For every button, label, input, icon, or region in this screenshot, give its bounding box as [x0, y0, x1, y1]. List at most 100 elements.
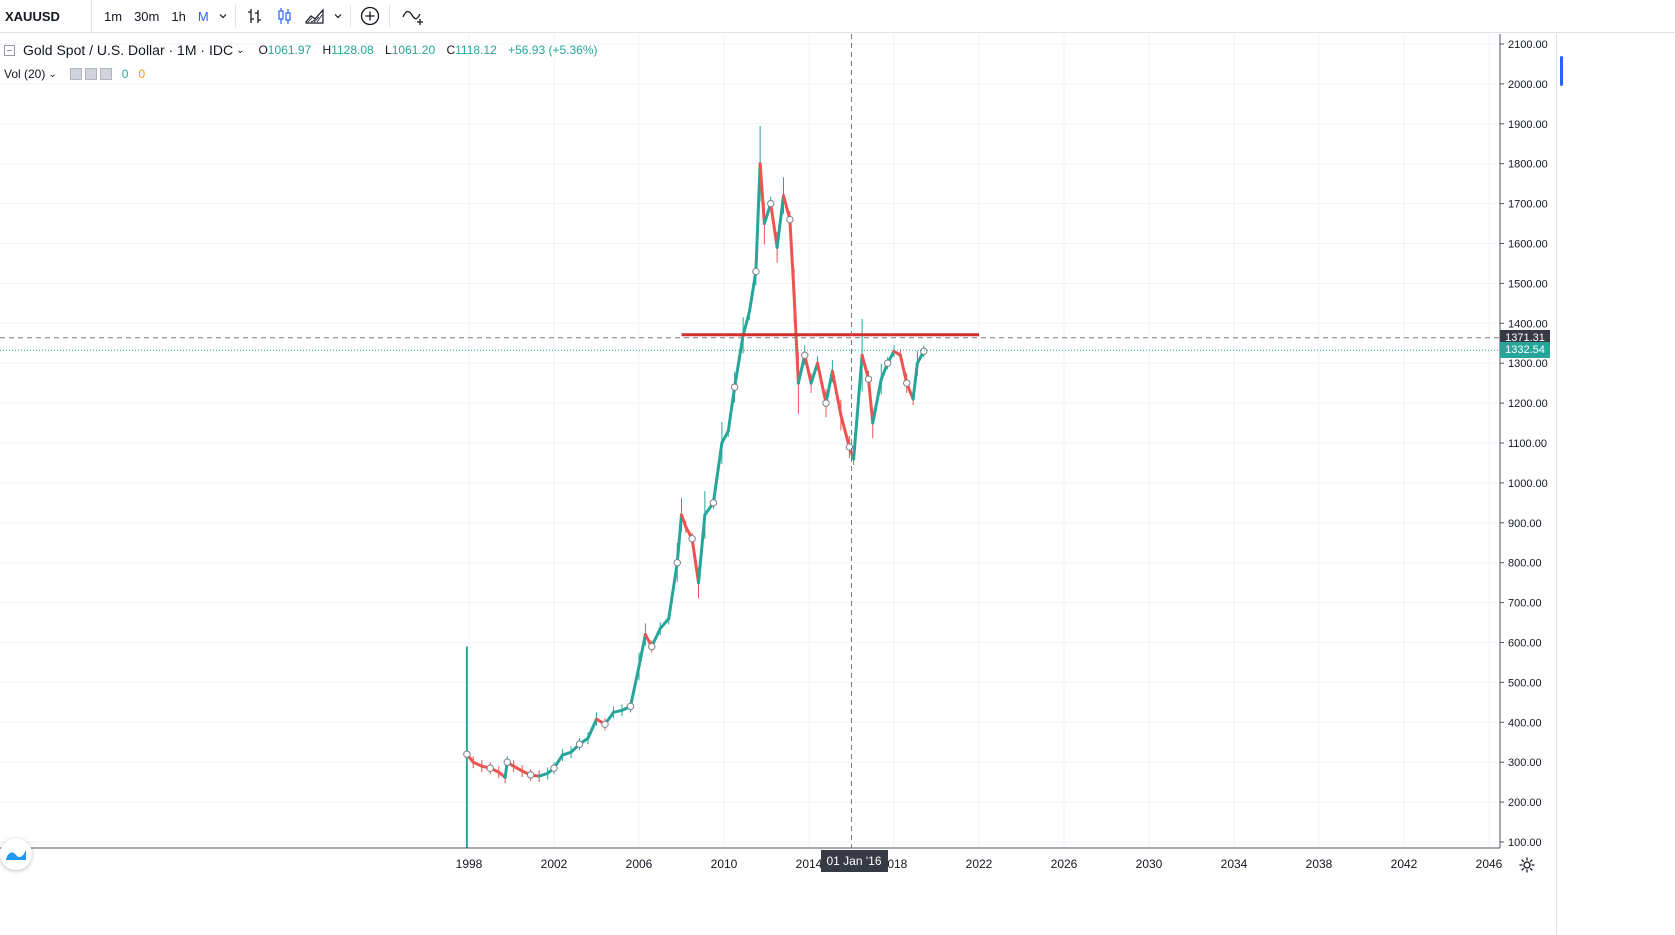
volume-value: 0	[121, 67, 129, 81]
event-marker	[709, 499, 718, 507]
chart-overlays	[0, 34, 1500, 848]
toolbar-divider	[234, 5, 236, 27]
y-tick-label: 100.00	[1508, 837, 1542, 849]
price-segment	[637, 633, 647, 668]
event-marker	[486, 764, 494, 772]
ohlc-values: O1061.97 H1128.08 L1061.20 C1118.12 +56.…	[258, 43, 597, 57]
event-marker	[730, 383, 739, 391]
y-tick-label: 900.00	[1508, 518, 1542, 530]
candles-icon[interactable]	[270, 0, 300, 33]
event-marker	[920, 347, 928, 355]
tradingview-logo-icon[interactable]	[0, 838, 32, 870]
indicators-icon[interactable]	[394, 0, 434, 33]
last-price-tag: 1332.54	[1500, 342, 1550, 359]
price-chart[interactable]: 100.00 200.00 300.00 400.00 500.00 600.00 700.…	[0, 34, 1556, 935]
series-caret-icon[interactable]: ⌄	[236, 44, 245, 56]
toolbar-divider	[388, 5, 390, 27]
toolbar-divider	[349, 5, 351, 27]
close-label: C	[446, 43, 456, 57]
y-tick-label: 2000.00	[1508, 79, 1548, 91]
x-tick-label: 2030	[1136, 857, 1163, 871]
volume-label[interactable]: Vol (20)	[4, 67, 46, 81]
x-tick-label: 2038	[1306, 857, 1333, 871]
x-tick-label: 2002	[541, 857, 568, 871]
y-tick-label: 1200.00	[1508, 398, 1548, 410]
price-segment	[796, 353, 807, 385]
price-segment	[871, 377, 883, 425]
x-tick-label: 2034	[1221, 857, 1248, 871]
right-sidebar[interactable]	[1556, 34, 1576, 935]
y-tick-label: 1300.00	[1508, 358, 1548, 370]
price-segment	[803, 353, 813, 385]
interval-caret-icon[interactable]	[215, 0, 231, 33]
add-compare-icon[interactable]	[355, 0, 385, 33]
open-label: O	[258, 43, 268, 57]
price-segment	[852, 353, 864, 461]
volume-legend: Vol (20) ⌄ 0 0	[4, 67, 145, 81]
price-segment	[824, 369, 834, 405]
low-label: L	[385, 43, 392, 57]
event-marker	[526, 771, 535, 779]
y-tick-label: 200.00	[1508, 797, 1542, 809]
x-tick-label: 1998	[456, 857, 483, 871]
event-marker	[673, 559, 681, 567]
eye-icon[interactable]	[69, 68, 82, 80]
y-tick-label: 700.00	[1508, 598, 1542, 610]
y-tick-label: 400.00	[1508, 717, 1542, 729]
y-tick-label: 1800.00	[1508, 159, 1548, 171]
chart-type-caret-icon[interactable]	[330, 0, 346, 33]
price-segment	[629, 664, 641, 708]
x-tick-label: 2026	[1051, 857, 1078, 871]
settings-icon[interactable]	[84, 68, 97, 80]
price-segment	[898, 353, 909, 385]
price-segment	[839, 413, 851, 449]
price-segment	[658, 617, 671, 631]
price-segment	[748, 269, 758, 313]
series-title[interactable]: Gold Spot / U.S. Dollar · 1M · IDC	[23, 42, 234, 58]
area-chart-icon[interactable]	[300, 0, 330, 33]
volume-caret-icon[interactable]: ⌄	[48, 68, 57, 80]
collapse-legend-icon[interactable]	[4, 44, 15, 56]
y-tick-label: 1900.00	[1508, 119, 1548, 131]
y-tick-label: 2100.00	[1508, 39, 1548, 51]
price-segment	[711, 441, 724, 505]
close-icon[interactable]	[99, 68, 112, 80]
gear-icon[interactable]	[1516, 854, 1538, 876]
price-segment	[788, 218, 796, 297]
change-value: +56.93 (+5.36%)	[508, 43, 598, 57]
price-segment	[733, 333, 745, 389]
interval-30m-button[interactable]: 30m	[134, 8, 160, 24]
price-segment	[775, 194, 785, 249]
price-segment	[471, 760, 484, 768]
price-segment	[782, 194, 792, 222]
price-segment	[911, 361, 919, 401]
x-tick-label: 2010	[711, 857, 738, 871]
event-marker	[601, 720, 609, 728]
chart-pane[interactable]: 100.00 200.00 300.00 400.00 500.00 600.00 700.…	[0, 34, 1675, 935]
price-segment	[680, 513, 688, 529]
price-segment	[726, 385, 737, 433]
y-tick-label: 1400.00	[1508, 318, 1548, 330]
event-marker	[786, 215, 794, 224]
price-segment	[830, 369, 843, 417]
price-segment	[769, 202, 779, 249]
grid-lines	[0, 34, 1500, 848]
x-tick-label: 2022	[966, 857, 993, 871]
y-tick-label: 1500.00	[1508, 278, 1548, 290]
price-segment	[675, 513, 683, 565]
high-label: H	[322, 43, 332, 57]
y-tick-label: 600.00	[1508, 638, 1542, 650]
price-segment	[860, 353, 870, 381]
bar-chart-icon[interactable]	[240, 0, 270, 33]
event-marker	[626, 702, 635, 711]
interval-1h-button[interactable]: 1h	[171, 8, 186, 24]
low-value: 1061.20	[391, 43, 436, 57]
interval-month-button[interactable]: M	[197, 8, 209, 24]
interval-1m-button[interactable]: 1m	[104, 8, 123, 24]
price-segment	[809, 361, 819, 385]
x-tick-label: 2014	[796, 857, 823, 871]
event-marker	[648, 642, 656, 651]
symbol-search[interactable]: XAUUSD	[0, 0, 92, 33]
event-marker	[503, 758, 511, 766]
scroll-thumb[interactable]	[1560, 56, 1563, 86]
